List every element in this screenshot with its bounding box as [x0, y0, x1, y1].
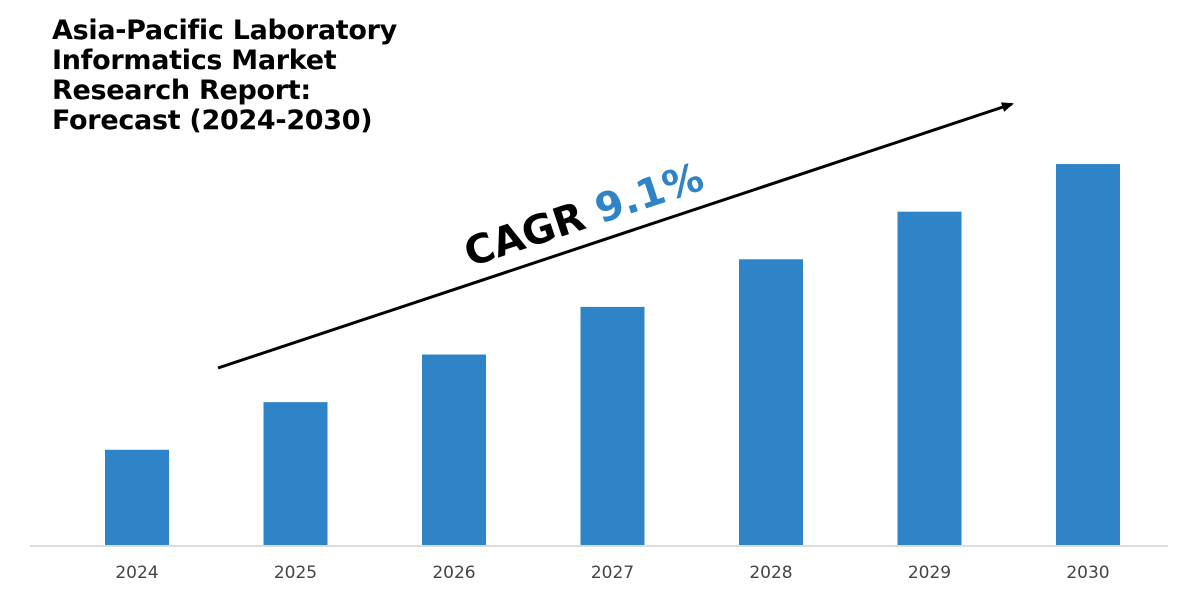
bar-2025: [263, 402, 328, 545]
bar-2029: [897, 211, 962, 545]
cagr-annotation: CAGR9.1%: [459, 154, 710, 276]
bars-group: [105, 164, 1120, 546]
x-tick-label-2025: 2025: [274, 563, 317, 583]
bar-2030: [1056, 164, 1120, 546]
bar-2024: [105, 449, 169, 545]
x-tick-label-2028: 2028: [749, 563, 792, 583]
x-tick-label-2030: 2030: [1066, 563, 1109, 583]
cagr-label: CAGR: [459, 194, 591, 277]
x-tick-label-2027: 2027: [591, 563, 634, 583]
cagr-value: 9.1%: [590, 154, 710, 233]
chart-title: Asia-Pacific Laboratory Informatics Mark…: [52, 15, 397, 136]
x-tick-label-2024: 2024: [115, 563, 158, 583]
bar-2028: [739, 259, 803, 545]
trend-arrow: [217, 102, 1014, 370]
x-tick-label-2026: 2026: [432, 563, 475, 583]
x-tick-labels: 2024 2025 2026 2027 2028 2029 2030: [115, 563, 1109, 583]
bar-2027: [580, 306, 645, 545]
bar-2026: [422, 354, 486, 545]
x-tick-label-2029: 2029: [908, 563, 951, 583]
